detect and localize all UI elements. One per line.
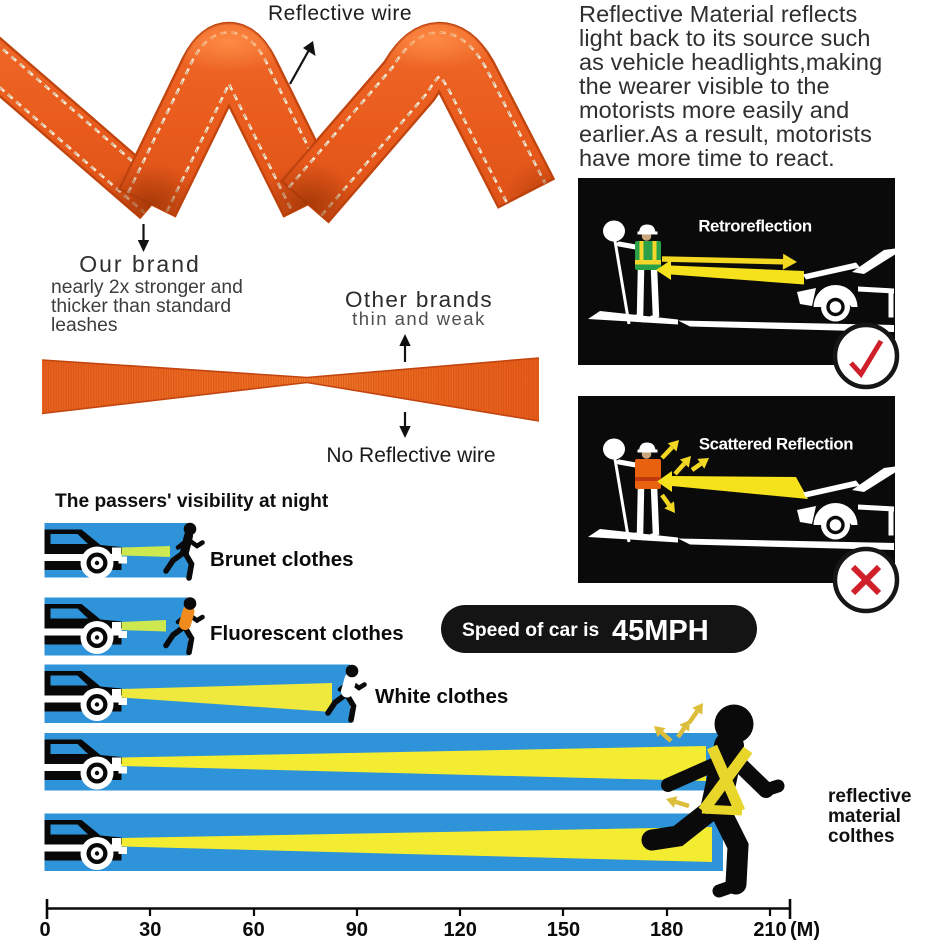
svg-text:Scattered Reflection: Scattered Reflection — [699, 435, 853, 454]
svg-text:nearly 2x stronger and: nearly 2x stronger and — [51, 277, 243, 298]
svg-text:210: 210 — [753, 919, 786, 941]
svg-text:Reflective Material reflects: Reflective Material reflects — [579, 1, 857, 27]
svg-text:material: material — [828, 806, 901, 827]
svg-text:earlier.As a result, motorists: earlier.As a result, motorists — [579, 121, 872, 147]
svg-text:colthes: colthes — [828, 826, 895, 847]
svg-text:120: 120 — [444, 919, 477, 941]
svg-text:180: 180 — [650, 919, 683, 941]
svg-text:White clothes: White clothes — [375, 685, 508, 708]
svg-text:motorists more easily and: motorists more easily and — [579, 97, 849, 123]
svg-text:90: 90 — [346, 919, 368, 941]
svg-text:Retroreflection: Retroreflection — [698, 217, 812, 236]
svg-text:The passers' visibility at nig: The passers' visibility at night — [55, 491, 329, 512]
svg-text:Our brand: Our brand — [79, 251, 201, 277]
svg-text:Speed of car is: Speed of car is — [462, 620, 599, 641]
svg-text:45MPH: 45MPH — [612, 615, 709, 647]
svg-text:thin and weak: thin and weak — [352, 308, 486, 329]
svg-text:30: 30 — [139, 919, 161, 941]
svg-text:0: 0 — [39, 919, 50, 941]
svg-text:Brunet clothes: Brunet clothes — [210, 548, 354, 571]
svg-text:as vehicle headlights,making: as vehicle headlights,making — [579, 49, 882, 75]
svg-text:light back to its source such: light back to its source such — [579, 25, 871, 51]
svg-text:Fluorescent clothes: Fluorescent clothes — [210, 622, 404, 645]
svg-text:Reflective wire: Reflective wire — [268, 2, 412, 25]
svg-text:Other brands: Other brands — [345, 287, 493, 312]
svg-text:leashes: leashes — [51, 315, 117, 336]
svg-text:thicker than standard: thicker than standard — [51, 296, 231, 317]
svg-text:No Reflective wire: No Reflective wire — [326, 444, 495, 467]
svg-text:60: 60 — [242, 919, 264, 941]
svg-text:the wearer visible to the: the wearer visible to the — [579, 73, 830, 99]
svg-text:reflective: reflective — [828, 786, 911, 807]
svg-text:(M): (M) — [790, 919, 820, 941]
svg-text:150: 150 — [547, 919, 580, 941]
svg-text:have more time to react.: have more time to react. — [579, 145, 835, 171]
